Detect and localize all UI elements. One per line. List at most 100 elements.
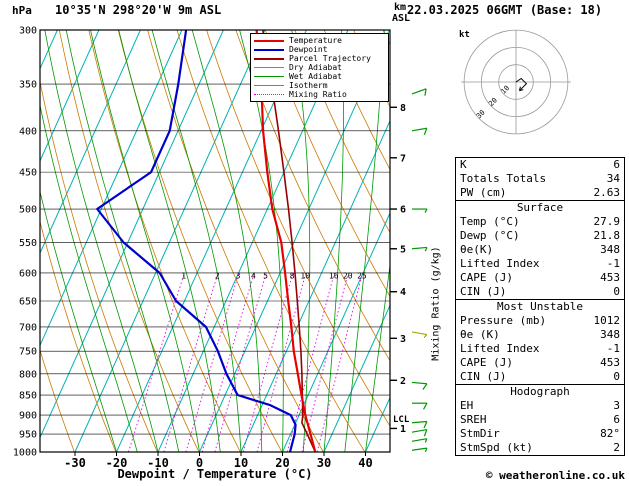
isotherm-line <box>40 30 100 163</box>
parcel-trajectory-curve <box>262 30 317 452</box>
mixing-ratio-label: 8 <box>290 271 295 280</box>
km-tick-label: 5 <box>400 244 406 255</box>
height-axis-unit: km <box>394 2 407 13</box>
hodograph-arrowhead <box>519 89 524 92</box>
legend-item: Wet Adiabat <box>254 72 385 81</box>
plot-border <box>39 29 391 453</box>
stat-value: 348 <box>600 328 620 341</box>
legend-line-sample <box>254 67 284 68</box>
stat-value: 1012 <box>593 314 621 327</box>
stat-value: 453 <box>600 271 620 284</box>
stats-section-header: Hodograph <box>510 385 570 398</box>
stat-value: 27.9 <box>593 215 621 228</box>
temperature-curve <box>255 30 317 452</box>
stat-row: CIN (J) 0 <box>456 285 624 299</box>
stat-label: CIN (J) <box>460 370 507 383</box>
wind-barb <box>411 447 428 453</box>
stat-row: Lifted Index -1 <box>456 342 624 356</box>
stat-label: SREH <box>460 413 487 426</box>
legend-item: Dewpoint <box>254 45 385 54</box>
wind-barb <box>411 127 428 136</box>
stat-label: StmSpd (kt) <box>460 441 533 454</box>
mixing-ratio-axis-label: Mixing Ratio (g/kg) <box>430 246 442 361</box>
hodograph-arrowhead <box>518 86 521 91</box>
wind-barb <box>411 438 428 443</box>
mixing-ratio-line <box>185 272 240 452</box>
dry-adiabat-line <box>40 349 75 452</box>
km-tick-label: 2 <box>400 376 406 387</box>
stats-block: Most Unstable Pressure (mb) 1012 θe (K) 348 L… <box>455 299 625 385</box>
temp-tick-label: -30 <box>64 456 86 470</box>
hodograph-unit-label: kt <box>459 30 470 40</box>
pressure-tick-label: 800 <box>19 369 37 380</box>
isotherm-line <box>282 211 390 452</box>
stat-row: EH 3 <box>456 399 624 413</box>
hodograph-ring-label: 30 <box>475 108 487 120</box>
stat-label: Lifted Index <box>460 257 540 270</box>
run-datetime: 22.03.2025 06GMT (Base: 18) <box>407 3 603 17</box>
lcl-label: LCL <box>393 415 410 425</box>
mixing-ratio-label: 4 <box>251 271 256 280</box>
temp-tick-label: -20 <box>106 456 128 470</box>
temp-tick-label: 0 <box>196 456 203 470</box>
hodograph-ring-label: 10 <box>500 84 512 96</box>
stat-value: 3 <box>613 399 620 412</box>
stat-row: Pressure (mb) 1012 <box>456 314 624 328</box>
pressure-tick-label: 750 <box>19 347 37 358</box>
pressure-tick-label: 600 <box>19 268 37 279</box>
legend-label: Wet Adiabat <box>289 72 342 81</box>
stat-row: Lifted Index -1 <box>456 257 624 271</box>
legend-item: Mixing Ratio <box>254 90 385 99</box>
stats-section-header: Surface <box>516 201 564 214</box>
stat-value: 2 <box>613 441 620 454</box>
stat-label: CAPE (J) <box>460 271 513 284</box>
mixing-ratio-line <box>127 272 185 452</box>
legend-label: Mixing Ratio <box>289 90 347 99</box>
stat-label: θe (K) <box>460 328 500 341</box>
legend-line-sample <box>254 94 284 95</box>
stat-value: -1 <box>606 257 620 270</box>
hodograph-ring-label: 20 <box>487 96 499 108</box>
pressure-tick-label: 400 <box>19 126 37 137</box>
stat-value: 82° <box>600 427 620 440</box>
legend-label: Dry Adiabat <box>289 63 342 72</box>
pressure-tick-label: 1000 <box>13 448 37 459</box>
stat-label: CAPE (J) <box>460 356 513 369</box>
stats-section-header: Most Unstable <box>496 300 584 313</box>
stat-value: 2.63 <box>593 186 621 199</box>
pressure-tick-label: 850 <box>19 391 37 402</box>
temp-tick-label: 20 <box>275 456 289 470</box>
temp-tick-label: 40 <box>358 456 372 470</box>
km-tick-label: 7 <box>400 153 406 164</box>
skewt-plot-area <box>40 30 390 452</box>
stat-label: CIN (J) <box>460 285 507 298</box>
wind-barb <box>411 88 427 96</box>
mixing-ratio-label: 16 <box>329 271 339 280</box>
mixing-ratio-label: 3 <box>236 271 241 280</box>
pressure-tick-label: 350 <box>19 80 37 91</box>
km-tick-label: 8 <box>400 103 406 114</box>
wind-barb <box>411 420 428 429</box>
mixing-ratio-label: 25 <box>357 271 367 280</box>
mixing-ratio-line <box>316 272 363 452</box>
stat-row: CAPE (J) 453 <box>456 356 624 370</box>
stat-value: 0 <box>613 285 620 298</box>
temperature-axis-label: Dewpoint / Temperature (°C) <box>117 467 313 481</box>
stat-row: Dewp (°C) 21.8 <box>456 229 624 243</box>
stat-label: Dewp (°C) <box>460 229 520 242</box>
stat-row: Totals Totals 34 <box>456 172 624 186</box>
stat-row: StmDir 82° <box>456 427 624 441</box>
stat-value: 6 <box>613 158 620 171</box>
wind-barb <box>411 381 428 390</box>
stat-label: StmDir <box>460 427 500 440</box>
stat-row: SREH 6 <box>456 413 624 427</box>
legend-line-sample <box>254 85 284 86</box>
legend-line-sample <box>254 76 284 77</box>
stat-row: CIN (J) 0 <box>456 370 624 384</box>
stat-row: PW (cm) 2.63 <box>456 186 624 200</box>
stats-block: K 6 Totals Totals 34 PW (cm) 2.63 <box>455 157 625 201</box>
dry-adiabat-line <box>40 80 158 452</box>
